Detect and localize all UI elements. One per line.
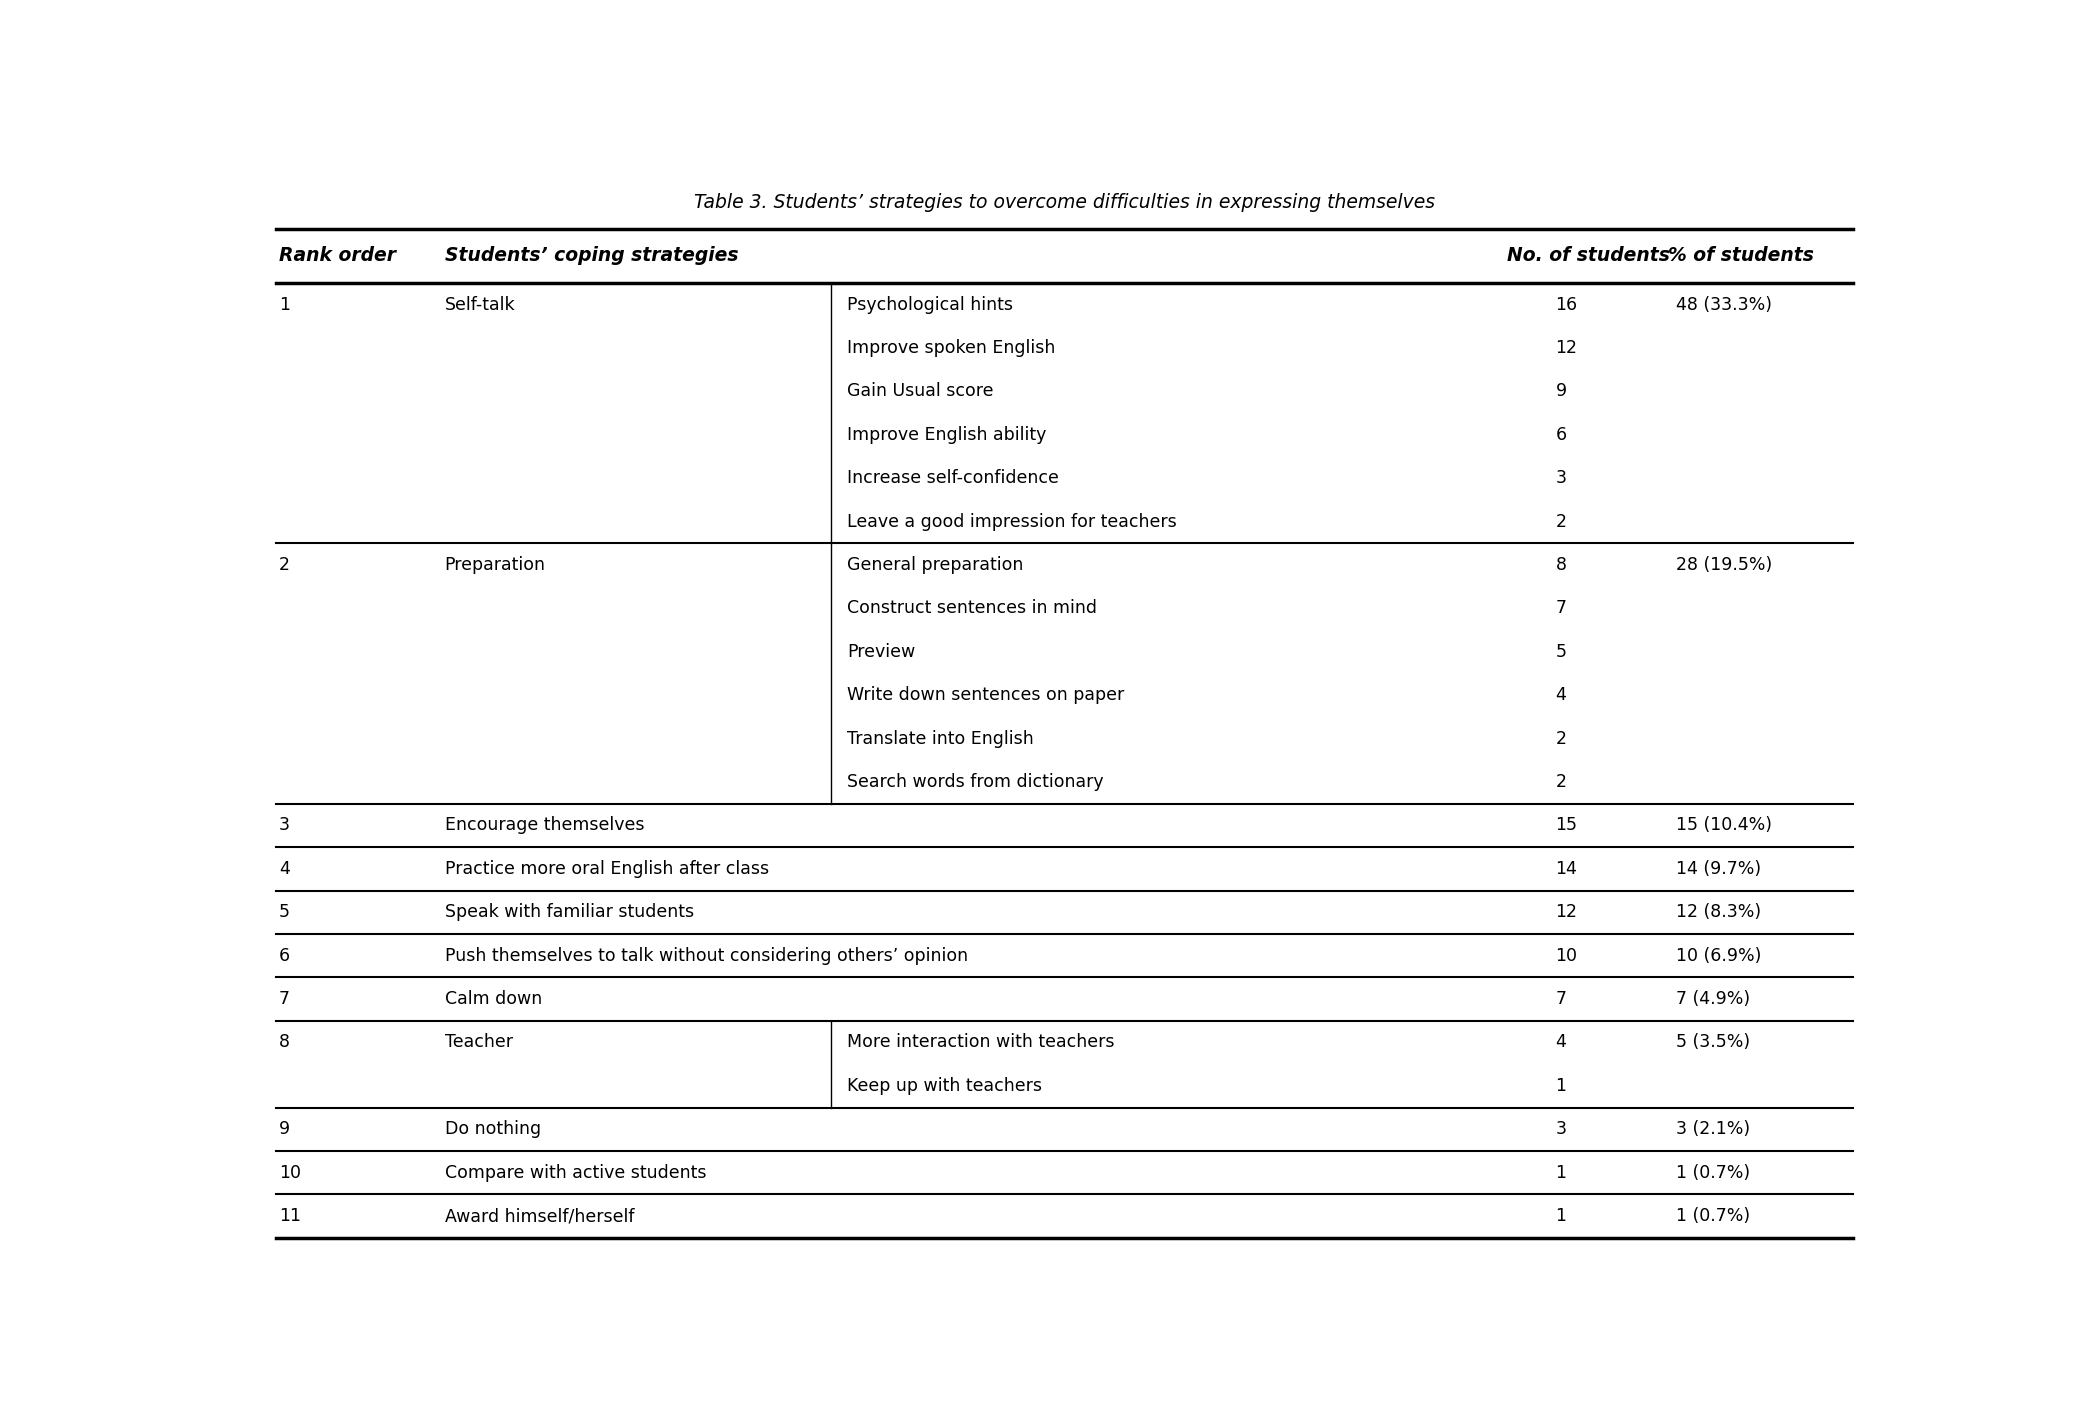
Text: 3: 3: [1556, 469, 1566, 488]
Text: 7 (4.9%): 7 (4.9%): [1676, 991, 1751, 1007]
Text: 5: 5: [1556, 643, 1566, 661]
Text: 12 (8.3%): 12 (8.3%): [1676, 903, 1761, 921]
Text: 16: 16: [1556, 296, 1579, 314]
Text: Students’ coping strategies: Students’ coping strategies: [444, 247, 737, 265]
Text: 1 (0.7%): 1 (0.7%): [1676, 1164, 1751, 1182]
Text: 9: 9: [1556, 382, 1566, 400]
Text: Teacher: Teacher: [444, 1033, 513, 1051]
Text: Do nothing: Do nothing: [444, 1120, 540, 1138]
Text: 6: 6: [278, 947, 291, 965]
Text: 9: 9: [278, 1120, 291, 1138]
Text: Search words from dictionary: Search words from dictionary: [847, 774, 1103, 790]
Text: 12: 12: [1556, 903, 1576, 921]
Text: Construct sentences in mind: Construct sentences in mind: [847, 599, 1097, 617]
Text: Self-talk: Self-talk: [444, 296, 515, 314]
Text: 12: 12: [1556, 340, 1576, 356]
Text: Leave a good impression for teachers: Leave a good impression for teachers: [847, 513, 1178, 531]
Text: 14: 14: [1556, 859, 1576, 878]
Text: Speak with familiar students: Speak with familiar students: [444, 903, 694, 921]
Text: 15 (10.4%): 15 (10.4%): [1676, 816, 1772, 834]
Text: 10: 10: [278, 1164, 301, 1182]
Text: 2: 2: [1556, 774, 1566, 790]
Text: 10 (6.9%): 10 (6.9%): [1676, 947, 1761, 965]
Text: 3 (2.1%): 3 (2.1%): [1676, 1120, 1751, 1138]
Text: Preview: Preview: [847, 643, 916, 661]
Text: Table 3. Students’ strategies to overcome difficulties in expressing themselves: Table 3. Students’ strategies to overcom…: [694, 193, 1435, 211]
Text: 3: 3: [278, 816, 291, 834]
Text: 7: 7: [1556, 599, 1566, 617]
Text: Preparation: Preparation: [444, 557, 546, 573]
Text: More interaction with teachers: More interaction with teachers: [847, 1033, 1115, 1051]
Text: 1: 1: [1556, 1208, 1566, 1224]
Text: General preparation: General preparation: [847, 557, 1024, 573]
Text: 2: 2: [1556, 513, 1566, 531]
Text: Compare with active students: Compare with active students: [444, 1164, 706, 1182]
Text: Rank order: Rank order: [278, 247, 397, 265]
Text: 7: 7: [1556, 991, 1566, 1007]
Text: 1: 1: [1556, 1076, 1566, 1095]
Text: No. of students: No. of students: [1508, 247, 1670, 265]
Text: 7: 7: [278, 991, 291, 1007]
Text: % of students: % of students: [1668, 247, 1813, 265]
Text: Award himself/herself: Award himself/herself: [444, 1208, 633, 1224]
Text: 5: 5: [278, 903, 291, 921]
Text: 6: 6: [1556, 426, 1566, 444]
Text: Write down sentences on paper: Write down sentences on paper: [847, 686, 1124, 704]
Text: 48 (33.3%): 48 (33.3%): [1676, 296, 1772, 314]
Text: Push themselves to talk without considering others’ opinion: Push themselves to talk without consider…: [444, 947, 968, 965]
Text: 15: 15: [1556, 816, 1576, 834]
Text: Calm down: Calm down: [444, 991, 542, 1007]
Text: Translate into English: Translate into English: [847, 730, 1034, 748]
Text: 4: 4: [278, 859, 291, 878]
Text: 8: 8: [1556, 557, 1566, 573]
Text: 2: 2: [278, 557, 291, 573]
Text: 2: 2: [1556, 730, 1566, 748]
Text: 11: 11: [278, 1208, 301, 1224]
Text: Improve English ability: Improve English ability: [847, 426, 1047, 444]
Text: Gain Usual score: Gain Usual score: [847, 382, 993, 400]
Text: 3: 3: [1556, 1120, 1566, 1138]
Text: Increase self-confidence: Increase self-confidence: [847, 469, 1059, 488]
Text: Psychological hints: Psychological hints: [847, 296, 1014, 314]
Text: 14 (9.7%): 14 (9.7%): [1676, 859, 1761, 878]
Text: 10: 10: [1556, 947, 1576, 965]
Text: 28 (19.5%): 28 (19.5%): [1676, 557, 1772, 573]
Text: 4: 4: [1556, 1033, 1566, 1051]
Text: 8: 8: [278, 1033, 291, 1051]
Text: 4: 4: [1556, 686, 1566, 704]
Text: Improve spoken English: Improve spoken English: [847, 340, 1055, 356]
Text: 1 (0.7%): 1 (0.7%): [1676, 1208, 1751, 1224]
Text: Keep up with teachers: Keep up with teachers: [847, 1076, 1043, 1095]
Text: 5 (3.5%): 5 (3.5%): [1676, 1033, 1751, 1051]
Text: Encourage themselves: Encourage themselves: [444, 816, 644, 834]
Text: Practice more oral English after class: Practice more oral English after class: [444, 859, 768, 878]
Text: 1: 1: [278, 296, 291, 314]
Text: 1: 1: [1556, 1164, 1566, 1182]
